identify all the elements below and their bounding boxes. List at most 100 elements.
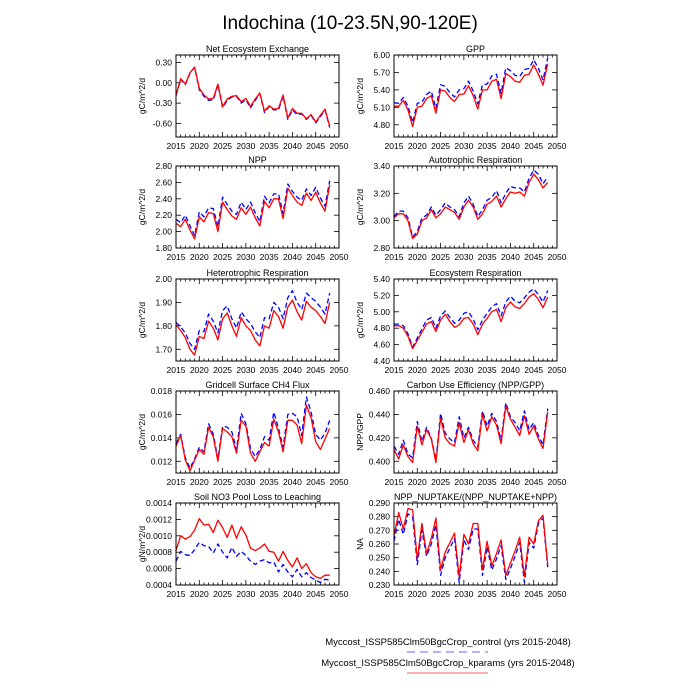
x-tick-label: 2020 <box>408 365 427 375</box>
series-line-kparams <box>393 507 549 578</box>
x-tick-label: 2030 <box>454 365 473 375</box>
x-tick-label: 2030 <box>454 252 473 262</box>
x-tick-label: 2015 <box>385 365 404 375</box>
plot-frame <box>175 502 340 586</box>
y-tick-label: 5.70 <box>373 67 390 77</box>
y-axis-label: gC/m^2/d <box>137 414 147 450</box>
x-tick-label: 2050 <box>330 141 349 151</box>
x-tick-label: 2015 <box>385 589 404 599</box>
y-tick-label: 5.40 <box>373 85 390 95</box>
series-line-control <box>175 66 331 128</box>
x-tick-label: 2050 <box>330 477 349 487</box>
y-tick-label: 2.20 <box>155 210 172 220</box>
panel-9: Soil NO3 Pool Loss to Leaching 2015 2020 20… <box>137 492 349 599</box>
plot-frame <box>175 165 340 249</box>
x-tick-label: 2020 <box>190 141 209 151</box>
y-tick-label: 0.230 <box>369 580 391 590</box>
y-tick-label: 3.00 <box>373 216 390 226</box>
y-tick-label: 0.420 <box>369 433 391 443</box>
series-line-control <box>175 541 330 584</box>
x-tick-label: 2040 <box>283 252 302 262</box>
plot-frame <box>175 390 340 474</box>
x-tick-label: 2045 <box>524 141 543 151</box>
y-tick-label: 0.016 <box>151 409 173 419</box>
y-tick-label: 4.80 <box>373 120 390 130</box>
panel-title: GPP <box>466 44 485 54</box>
x-tick-label: 2025 <box>431 477 450 487</box>
panel-5: Heterotrophic Respiration 2015 2020 2025 203… <box>137 268 349 375</box>
plot-frame <box>393 54 558 138</box>
x-tick-label: 2045 <box>524 252 543 262</box>
plot-frame <box>175 278 340 362</box>
panel-title: Ecosystem Respiration <box>429 268 521 278</box>
x-tick-label: 2040 <box>283 477 302 487</box>
panel-title: Soil NO3 Pool Loss to Leaching <box>194 492 321 502</box>
x-tick-label: 2030 <box>236 365 255 375</box>
y-tick-label: 2.00 <box>155 274 172 284</box>
y-tick-label: 4.40 <box>373 356 390 366</box>
x-tick-label: 2020 <box>408 589 427 599</box>
y-axis-label: gC/m^2/d <box>137 189 147 225</box>
panel-4: Autotrophic Respiration 2015 2020 2025 2030 2… <box>355 155 567 262</box>
x-tick-label: 2025 <box>431 141 450 151</box>
y-tick-label: 5.40 <box>373 274 390 284</box>
x-tick-label: 2035 <box>478 589 497 599</box>
x-tick-label: 2035 <box>260 589 279 599</box>
x-tick-label: 2015 <box>167 589 186 599</box>
x-tick-label: 2035 <box>260 252 279 262</box>
x-tick-label: 2025 <box>431 252 450 262</box>
y-tick-label: 3.20 <box>373 188 390 198</box>
y-tick-label: 2.00 <box>155 227 172 237</box>
y-axis-label: gC/m^2/d <box>355 78 365 114</box>
x-tick-label: 2040 <box>501 141 520 151</box>
x-tick-label: 2040 <box>283 589 302 599</box>
y-tick-label: 4.60 <box>373 340 390 350</box>
panels: Net Ecosystem Exchange 2015 2020 2025 2030 20… <box>137 44 567 599</box>
panel-2: GPP 2015 2020 2025 2030 2035 2040 2045 2050 6.00 5… <box>355 44 567 151</box>
y-axis-label: NPP/GPP <box>355 413 365 451</box>
x-tick-label: 2040 <box>283 365 302 375</box>
x-tick-label: 2015 <box>385 141 404 151</box>
panel-8: Carbon Use Efficiency (NPP/GPP) 2015 2020 2… <box>355 380 567 487</box>
x-tick-label: 2035 <box>478 141 497 151</box>
y-tick-label: 0.0004 <box>146 580 172 590</box>
x-tick-label: 2015 <box>385 252 404 262</box>
x-tick-label: 2050 <box>548 589 567 599</box>
x-tick-label: 2045 <box>306 589 325 599</box>
panel-title: NPP <box>248 155 267 165</box>
x-tick-label: 2015 <box>385 477 404 487</box>
x-tick-label: 2025 <box>431 589 450 599</box>
series-line-kparams <box>394 63 549 128</box>
y-tick-label: -0.60 <box>153 118 173 128</box>
y-tick-label: 0.0006 <box>146 564 172 574</box>
series-line-control <box>393 57 549 124</box>
y-tick-label: 1.80 <box>155 243 172 253</box>
x-tick-label: 2020 <box>408 141 427 151</box>
x-tick-label: 2020 <box>190 477 209 487</box>
x-tick-label: 2020 <box>408 252 427 262</box>
series-line-control <box>175 396 331 469</box>
x-tick-label: 2045 <box>524 477 543 487</box>
y-tick-label: 5.10 <box>373 102 390 112</box>
x-tick-label: 2035 <box>478 252 497 262</box>
x-tick-label: 2040 <box>501 252 520 262</box>
y-tick-label: 2.80 <box>373 243 390 253</box>
y-tick-label: 0.440 <box>369 409 391 419</box>
y-tick-label: 0.00 <box>155 78 172 88</box>
x-tick-label: 2035 <box>260 365 279 375</box>
x-tick-label: 2025 <box>213 141 232 151</box>
series-line-control <box>393 169 549 238</box>
y-tick-label: 0.280 <box>369 512 391 522</box>
x-tick-label: 2035 <box>478 365 497 375</box>
y-tick-label: 0.400 <box>369 456 391 466</box>
x-tick-label: 2025 <box>431 365 450 375</box>
plot-frame <box>393 390 558 474</box>
x-tick-label: 2045 <box>306 252 325 262</box>
x-tick-label: 2020 <box>190 365 209 375</box>
x-tick-label: 2015 <box>167 141 186 151</box>
y-axis-label: gC/m^2/d <box>137 302 147 338</box>
y-tick-label: 0.0008 <box>146 547 172 557</box>
x-tick-label: 2020 <box>408 477 427 487</box>
y-tick-label: 0.0010 <box>146 531 172 541</box>
x-tick-label: 2040 <box>501 477 520 487</box>
